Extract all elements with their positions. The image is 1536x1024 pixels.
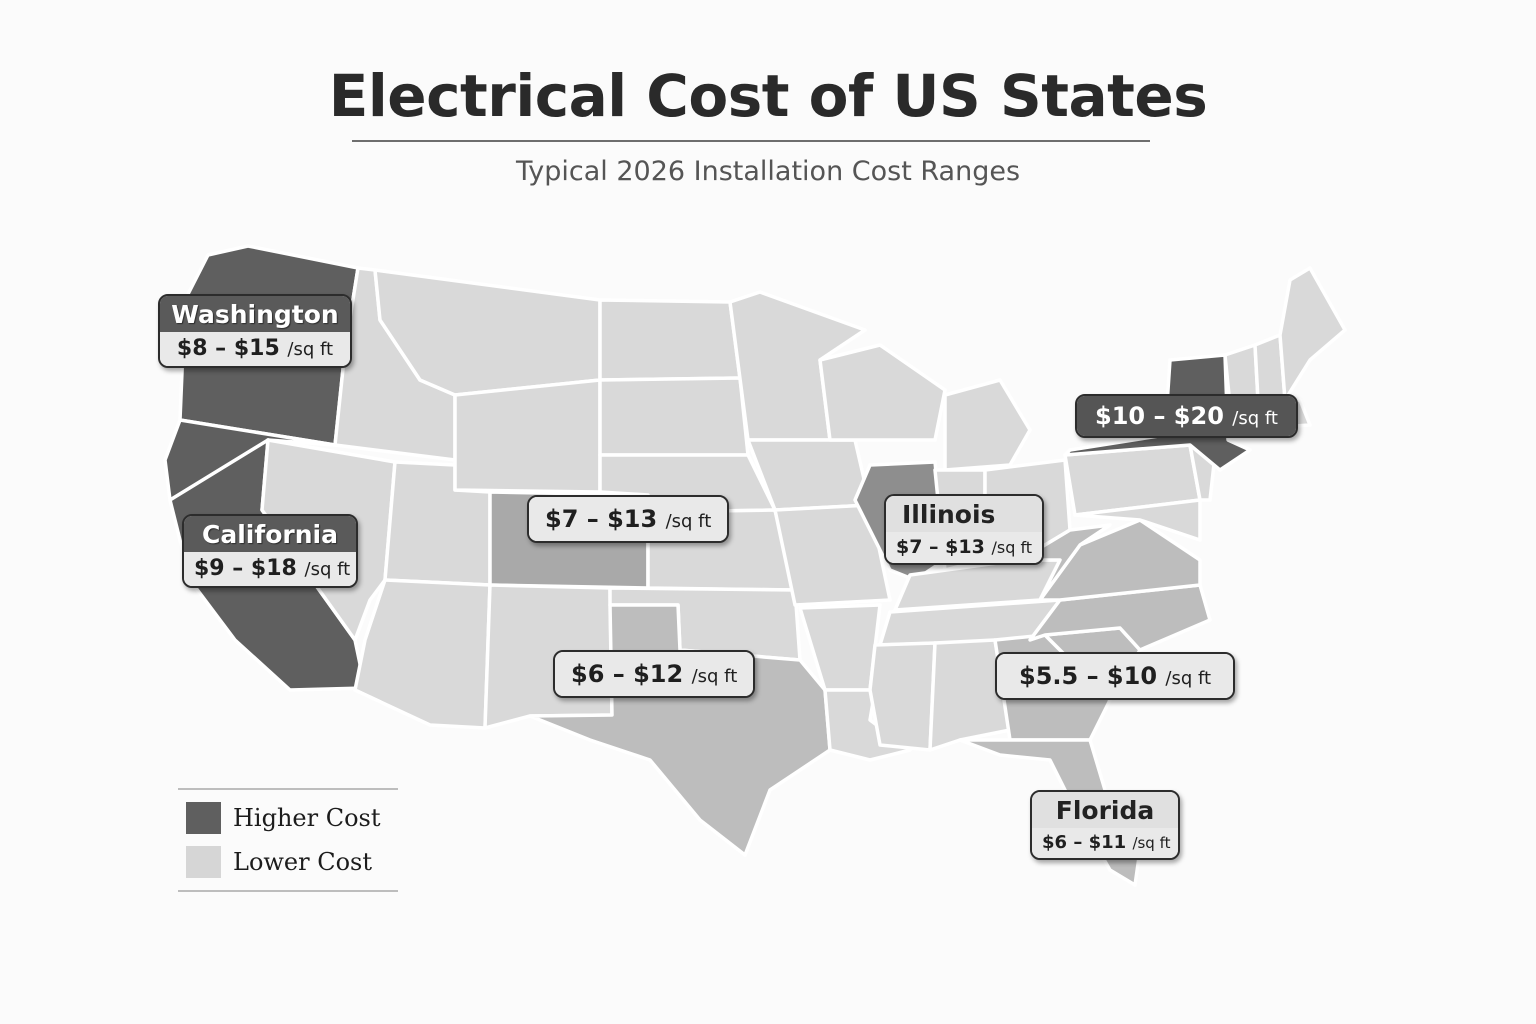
state-florida[interactable] [958,738,1142,887]
callout-range: $7 – $13 /sq ft [529,497,728,541]
callout-illinois: Illinois $7 – $13 /sq ft [884,494,1044,565]
legend-item-higher: Higher Cost [186,802,381,834]
callout-colorado: $7 – $13 /sq ft [527,495,730,543]
callout-texas: $6 – $12 /sq ft [553,650,756,698]
callout-new-york: $10 – $20 /sq ft [1075,394,1298,438]
state-wyoming[interactable] [453,378,602,494]
callout-state-name: Florida [1032,792,1178,828]
callout-range: $8 – $15 /sq ft [160,332,350,366]
callout-range: $5.5 – $10 /sq ft [997,654,1234,698]
state-north-dakota[interactable] [598,298,742,382]
state-west-virginia[interactable] [1018,523,1112,602]
lower-cost-swatch [186,846,221,878]
callout-state-name: Illinois [886,496,1042,532]
map-legend: Higher Cost Lower Cost [178,788,398,892]
callout-range: $6 – $11 /sq ft [1032,828,1178,858]
state-michigan[interactable] [943,378,1032,472]
callout-range: $6 – $12 /sq ft [555,652,754,696]
higher-cost-swatch [186,802,221,834]
state-mississippi[interactable] [868,641,937,752]
callout-florida: Florida $6 – $11 /sq ft [1030,790,1180,860]
page-subtitle: Typical 2026 Installation Cost Ranges [515,156,1021,187]
state-alabama[interactable] [928,638,1012,752]
callout-california: California $9 – $18 /sq ft [182,514,358,588]
state-south-dakota[interactable] [598,376,750,457]
callout-range: $9 – $18 /sq ft [184,552,356,586]
page-title: Electrical Cost of US States [328,62,1208,130]
title-divider [352,140,1150,142]
state-missouri[interactable] [773,503,892,607]
callout-state-name: Washington [160,296,350,332]
legend-item-lower: Lower Cost [186,846,372,878]
callout-georgia: $5.5 – $10 /sq ft [995,652,1236,700]
state-arizona[interactable] [353,578,492,730]
callout-range: $10 – $20 /sq ft [1077,396,1296,436]
callout-state-name: California [184,516,356,552]
callout-range: $7 – $13 /sq ft [886,532,1042,563]
state-maryland[interactable] [1073,498,1202,542]
callout-washington: Washington $8 – $15 /sq ft [158,294,352,368]
state-wisconsin[interactable] [818,343,947,442]
state-maine[interactable] [1278,266,1347,402]
